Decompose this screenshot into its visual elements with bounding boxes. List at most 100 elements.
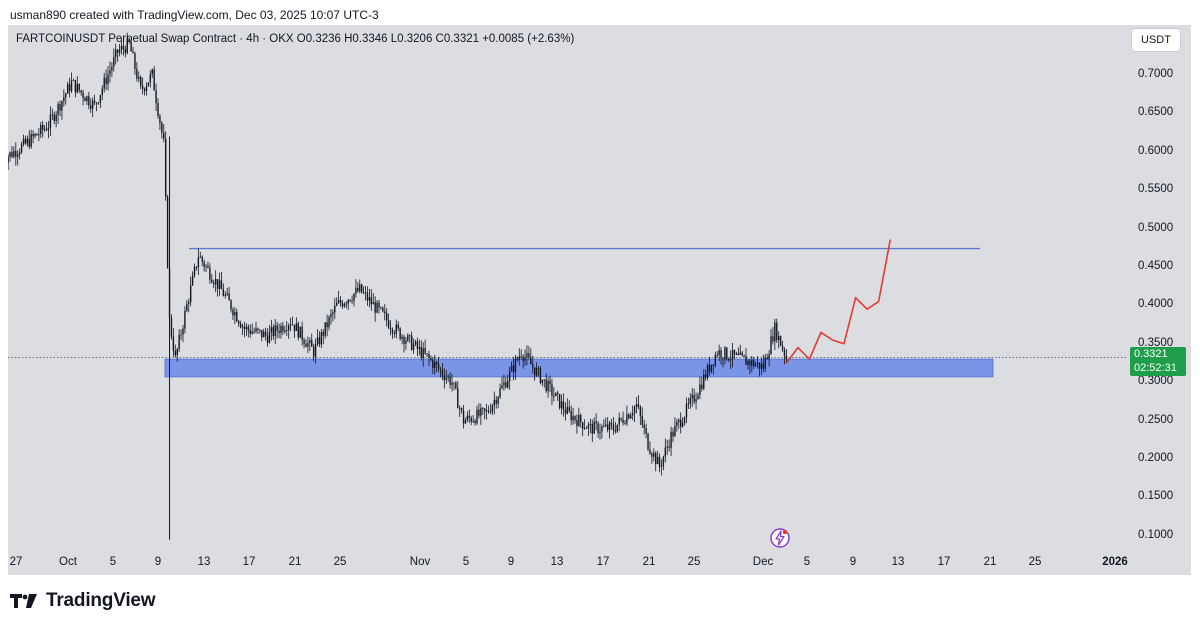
candle-body — [351, 300, 353, 302]
candle-body — [445, 377, 447, 381]
candle-body — [658, 456, 661, 467]
candle-body — [768, 354, 770, 360]
candle-body — [635, 404, 638, 407]
candle-body — [262, 331, 265, 338]
candle-body — [631, 413, 634, 416]
candle-body — [230, 300, 232, 310]
candle-body — [637, 404, 640, 408]
candle-body — [376, 302, 378, 313]
candle-body — [362, 292, 365, 294]
candle-body — [630, 415, 632, 419]
candle-body — [278, 330, 280, 334]
candle-body — [414, 341, 417, 345]
candle-body — [547, 380, 549, 392]
candle-body — [385, 313, 388, 321]
candle-body — [65, 93, 67, 98]
candle-body — [557, 392, 559, 395]
time-tick-label: 25 — [333, 556, 347, 568]
candle-body — [708, 364, 711, 372]
candle-body — [345, 303, 348, 305]
candle-body — [30, 134, 32, 147]
candle-body — [606, 424, 609, 430]
time-tick-label: 21 — [288, 556, 302, 568]
candle-body — [597, 423, 599, 434]
candle-body — [82, 92, 84, 98]
candle-body — [188, 302, 190, 304]
candle-body — [560, 401, 563, 409]
candle-body — [410, 335, 413, 350]
candle-body — [149, 74, 152, 83]
candle-body — [211, 279, 213, 283]
candle-body — [178, 334, 180, 350]
candle-body — [434, 362, 436, 368]
candle-body — [341, 303, 344, 307]
candle-body — [551, 384, 553, 396]
chart-area[interactable]: FARTCOINUSDT Perpetual Swap Contract · 4… — [8, 25, 1191, 575]
candle-body — [403, 336, 405, 344]
candle-body — [537, 368, 540, 369]
candle-body — [32, 134, 34, 137]
candle-body — [678, 419, 680, 423]
price-tick-label: 0.1500 — [1138, 490, 1174, 503]
candle-body — [72, 80, 75, 81]
candle-body — [70, 80, 73, 91]
candle-body — [372, 302, 374, 305]
candle-body — [18, 152, 21, 155]
candle-body — [687, 403, 690, 405]
candle-body — [282, 325, 284, 332]
price-tick-label: 0.5500 — [1138, 183, 1174, 196]
candle-body — [653, 452, 655, 457]
candle-body — [510, 365, 513, 372]
candle-body — [43, 128, 46, 130]
candle-body — [99, 94, 102, 103]
candle-body — [418, 346, 421, 349]
time-tick-label: 5 — [109, 556, 117, 568]
candle-body — [424, 348, 426, 354]
candle-body — [305, 343, 307, 347]
candle-body — [478, 409, 480, 416]
candle-body — [566, 407, 569, 414]
candle-body — [136, 68, 138, 79]
candle-body — [480, 408, 482, 416]
candle-body — [532, 364, 534, 368]
lightning-icon[interactable] — [770, 528, 790, 548]
currency-button[interactable]: USDT — [1131, 28, 1181, 52]
candle-body — [103, 77, 105, 89]
candle-body — [555, 392, 557, 397]
candle-body — [222, 289, 225, 296]
candle-body — [163, 132, 165, 139]
candle-body — [182, 328, 184, 335]
candle-body — [312, 346, 315, 357]
last-price-value: 0.3321 — [1134, 348, 1168, 360]
candle-body — [512, 365, 515, 373]
candle-body — [614, 430, 617, 432]
candle-body — [704, 374, 707, 378]
candle-body — [766, 357, 768, 360]
tradingview-logo[interactable]: TradingView — [10, 590, 156, 612]
candle-body — [370, 297, 373, 305]
candle-body — [355, 287, 357, 294]
candle-body — [612, 424, 615, 431]
candle-body — [128, 38, 130, 42]
candle-body — [487, 410, 490, 412]
candle-body — [451, 382, 453, 385]
candle-body — [153, 69, 155, 91]
candle-body — [161, 123, 163, 133]
candle-body — [737, 353, 740, 355]
candle-body — [322, 332, 324, 336]
candle-body — [441, 369, 444, 376]
candle-body — [164, 138, 167, 197]
time-tick-label: 25 — [1028, 556, 1042, 568]
candle-body — [495, 399, 497, 404]
candle-body — [22, 138, 25, 145]
price-tick-label: 0.4500 — [1138, 260, 1174, 272]
candle-body — [193, 266, 196, 276]
candle-body — [251, 331, 253, 334]
candle-body — [226, 293, 228, 295]
candle-body — [526, 353, 528, 357]
candle-body — [284, 330, 286, 332]
chart-svg[interactable] — [8, 25, 1191, 575]
candle-body — [364, 292, 367, 294]
candle-body — [651, 453, 653, 457]
candle-body — [679, 419, 682, 427]
